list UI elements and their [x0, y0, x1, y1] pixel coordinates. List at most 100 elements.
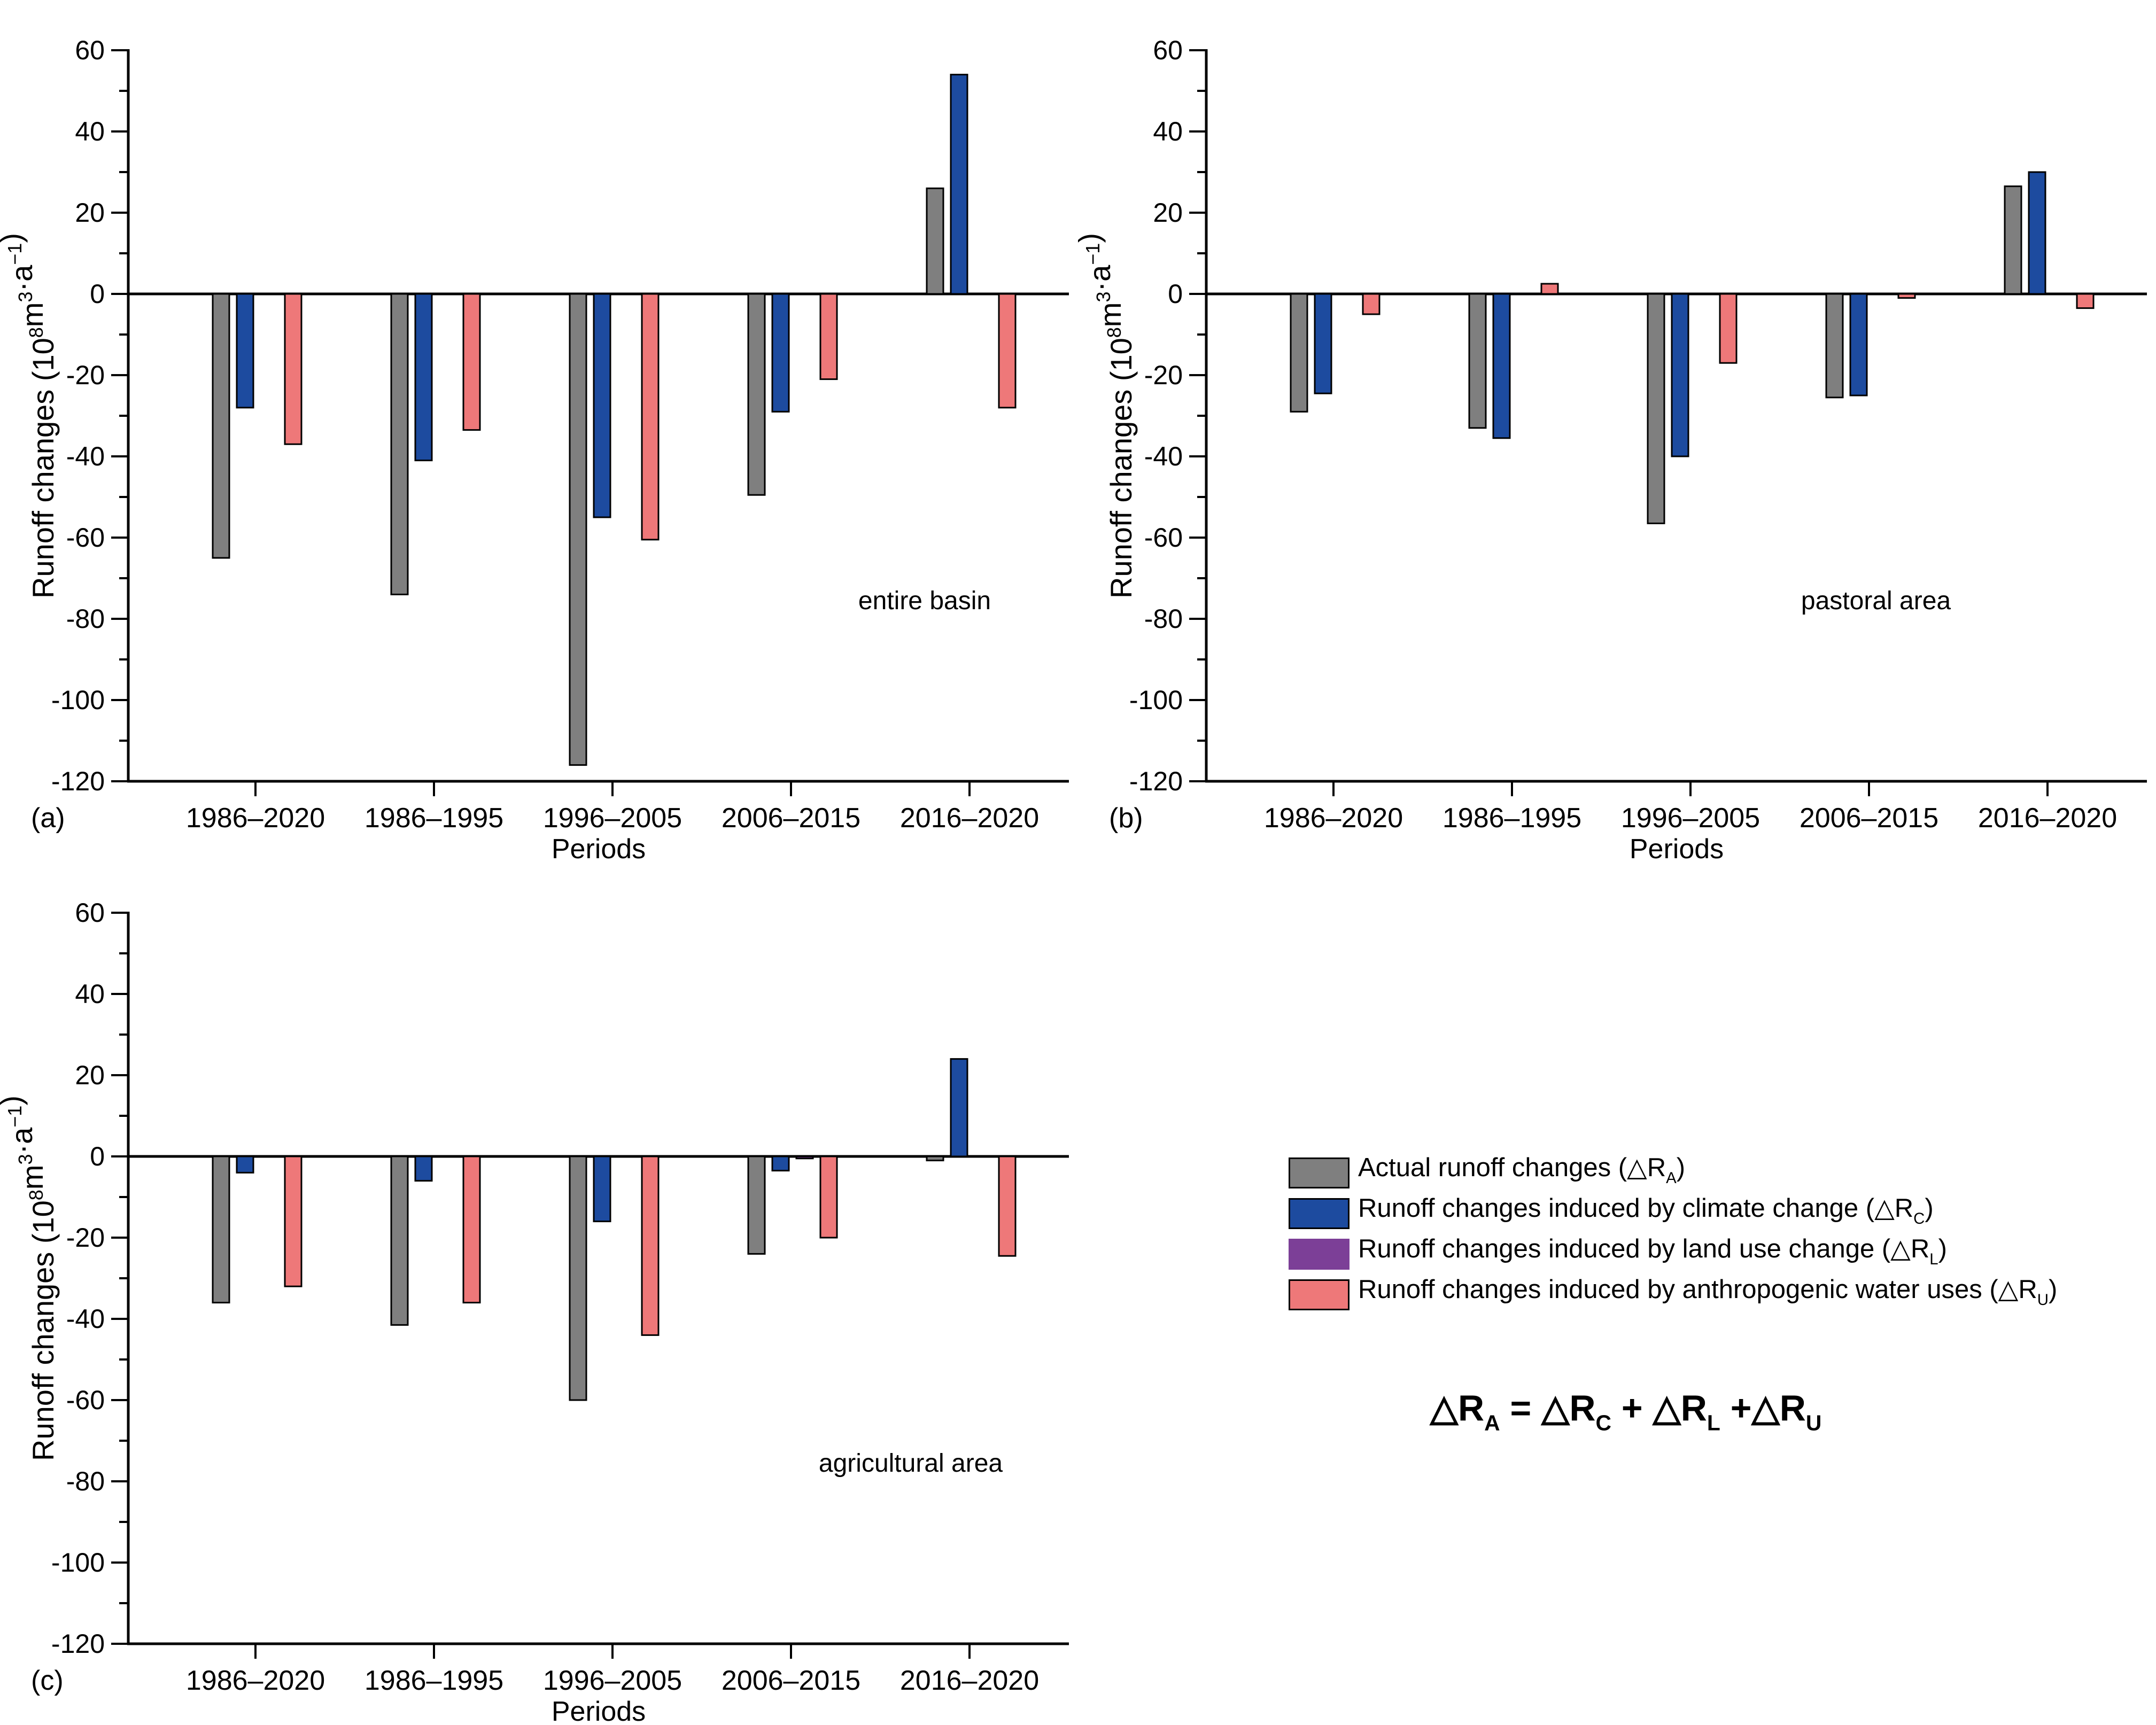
y-tick-label: 0	[90, 279, 105, 309]
x-tick-label: 1986–1995	[1442, 803, 1581, 834]
y-tick-label: -40	[66, 1304, 105, 1334]
bar-b-actual-1986–1995	[1468, 293, 1487, 429]
bar-b-climate-1986–2020	[1314, 293, 1332, 394]
panel-label: (b)	[1109, 803, 1143, 834]
bar-a-climate-1986–1995	[414, 293, 433, 462]
y-tick-label: -40	[1144, 441, 1183, 471]
legend-item-climate: Runoff changes induced by climate change…	[1289, 1194, 2057, 1229]
y-tick-label: -20	[66, 360, 105, 390]
bar-c-water-1996–2005	[641, 1155, 660, 1336]
climate-swatch-icon	[1289, 1198, 1350, 1229]
bar-b-climate-2006–2015	[1849, 293, 1868, 397]
legend-label-actual: Actual runoff changes (△RA)	[1358, 1153, 1686, 1187]
x-tick-label: 2016–2020	[900, 803, 1039, 834]
bar-a-actual-1986–2020	[212, 293, 230, 559]
y-tick-label: 0	[90, 1141, 105, 1171]
panel-label: (a)	[31, 803, 65, 834]
y-tick-label: -100	[51, 685, 105, 715]
x-tick-label: 2016–2020	[900, 1665, 1039, 1696]
legend-label-climate: Runoff changes induced by climate change…	[1358, 1193, 1934, 1228]
x-tick-label: 2006–2015	[722, 803, 860, 834]
bar-b-climate-1986–1995	[1492, 293, 1511, 439]
chart-panel-entire-basin: 60 40 20 0 -20 -40 -60 -80 -100 -120 1986–2020 1986…	[0, 35, 1069, 862]
x-tick-label: 1986–2020	[186, 1665, 325, 1696]
y-tick-label: 60	[75, 35, 105, 65]
bar-b-water-2016–2020	[2076, 293, 2095, 309]
bar-b-climate-2016–2020	[2028, 171, 2046, 295]
bar-c-actual-1986–1995	[390, 1155, 409, 1326]
bar-c-actual-1986–2020	[212, 1155, 230, 1304]
bar-b-actual-2016–2020	[2004, 185, 2022, 295]
bar-c-landuse-2006–2015	[795, 1155, 814, 1160]
area-annotation: pastoral area	[1801, 587, 1951, 615]
bar-c-water-1986–2020	[284, 1155, 303, 1287]
y-tick-label: -80	[1144, 604, 1183, 634]
y-tick-label: -100	[51, 1548, 105, 1578]
bar-c-actual-1996–2005	[569, 1155, 587, 1401]
bar-b-water-2006–2015	[1897, 293, 1916, 299]
y-axis-title: Runoff changes (108m3·a−1)	[0, 233, 60, 599]
x-tick-label: 1996–2005	[543, 803, 682, 834]
y-axis-title: Runoff changes (108m3·a−1)	[1078, 233, 1138, 599]
area-annotation: agricultural area	[819, 1449, 1003, 1478]
bar-c-actual-2006–2015	[747, 1155, 766, 1255]
bar-a-actual-1996–2005	[569, 293, 587, 766]
bar-a-climate-1986–2020	[236, 293, 254, 409]
y-axis-title: Runoff changes (108m3·a−1)	[0, 1095, 60, 1461]
bar-b-actual-1996–2005	[1647, 293, 1665, 524]
y-tick-label: -120	[51, 1629, 105, 1659]
bar-a-climate-2016–2020	[950, 74, 968, 295]
x-axis-title: Periods	[1630, 834, 1724, 862]
bar-c-climate-1986–2020	[236, 1155, 254, 1174]
x-tick-label: 1986–1995	[364, 803, 503, 834]
y-tick-label: -40	[66, 441, 105, 471]
x-tick-label: 1986–2020	[1264, 803, 1403, 834]
bar-a-actual-2006–2015	[747, 293, 766, 496]
y-tick-label: 40	[75, 979, 105, 1009]
bar-a-actual-2016–2020	[926, 187, 944, 295]
bar-c-climate-1986–1995	[414, 1155, 433, 1182]
y-tick-label: 0	[1168, 279, 1183, 309]
bar-a-water-2016–2020	[998, 293, 1017, 409]
x-axis-title: Periods	[552, 834, 646, 862]
legend-label-landuse: Runoff changes induced by land use chang…	[1358, 1234, 1947, 1269]
y-tick-label: 40	[75, 116, 105, 146]
y-tick-label: -100	[1129, 685, 1183, 715]
bar-b-climate-1996–2005	[1671, 293, 1689, 457]
actual-swatch-icon	[1289, 1157, 1350, 1188]
bar-a-climate-1996–2005	[593, 293, 611, 518]
chart-panel-pastoral-area: 60 40 20 0 -20 -40 -60 -80 -100 -120 1986–2020 1986…	[1078, 35, 2147, 862]
y-tick-label: -120	[51, 766, 105, 796]
x-tick-label: 1986–1995	[364, 1665, 503, 1696]
bar-c-water-2016–2020	[998, 1155, 1017, 1257]
bar-c-actual-2016–2020	[926, 1155, 944, 1162]
x-axis-title: Periods	[552, 1696, 646, 1725]
x-tick-label: 2006–2015	[1800, 803, 1938, 834]
water-swatch-icon	[1289, 1279, 1350, 1310]
x-tick-label: 1986–2020	[186, 803, 325, 834]
bar-b-water-1986–1995	[1540, 283, 1559, 295]
bar-b-actual-1986–2020	[1290, 293, 1308, 413]
y-tick-label: -80	[66, 1466, 105, 1496]
x-tick-label: 1996–2005	[1621, 803, 1760, 834]
legend-item-water: Runoff changes induced by anthropogenic …	[1289, 1275, 2057, 1310]
y-tick-label: -20	[1144, 360, 1183, 390]
bar-a-climate-2006–2015	[771, 293, 790, 413]
bar-a-water-1986–2020	[284, 293, 303, 445]
bar-a-water-2006–2015	[819, 293, 838, 380]
y-tick-label: -60	[1144, 523, 1183, 553]
chart-panel-agricultural-area: 60 40 20 0 -20 -40 -60 -80 -100 -120 1986–2020 1986…	[0, 898, 1069, 1725]
bar-b-water-1986–2020	[1362, 293, 1381, 315]
legend: Actual runoff changes (△RA) Runoff change…	[1289, 1153, 2057, 1320]
bar-c-climate-2016–2020	[950, 1058, 968, 1157]
bar-c-water-1986–1995	[462, 1155, 481, 1304]
legend-label-water: Runoff changes induced by anthropogenic …	[1358, 1275, 2058, 1309]
bar-c-climate-1996–2005	[593, 1155, 611, 1223]
y-tick-label: 40	[1153, 116, 1183, 146]
panel-label: (c)	[31, 1665, 64, 1696]
bar-a-water-1996–2005	[641, 293, 660, 541]
equation: △RA = △RC + △RL +△RU	[1430, 1388, 1822, 1435]
y-tick-label: -120	[1129, 766, 1183, 796]
bar-c-climate-2006–2015	[771, 1155, 790, 1172]
legend-item-actual: Actual runoff changes (△RA)	[1289, 1153, 2057, 1188]
